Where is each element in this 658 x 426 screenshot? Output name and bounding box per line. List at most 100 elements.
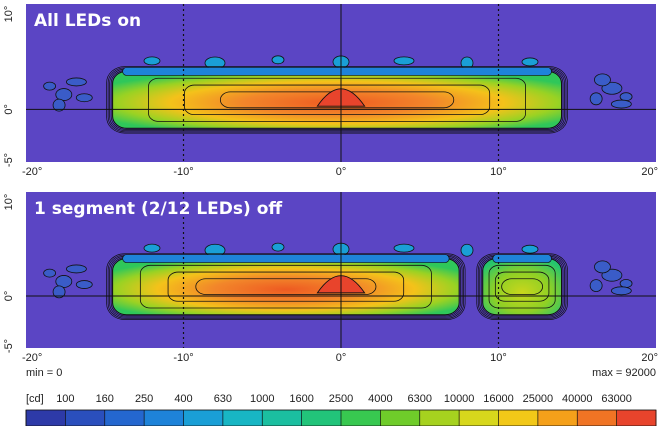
- inner-contour: [167, 271, 405, 302]
- colorbar-level-label: 6300: [408, 393, 432, 405]
- heatmap-panel-all-leds-on: All LEDs on -20° -10° 0° 10° 20° 10° 0° -5°: [3, 4, 658, 178]
- colorbar-segment: [222, 410, 263, 426]
- inner-contour: [494, 271, 550, 302]
- low-level-speckle: [589, 92, 603, 106]
- colorbar-level-label: 25000: [523, 393, 554, 405]
- colorbar-level-label: 1600: [289, 393, 313, 405]
- low-level-speckle: [66, 264, 87, 274]
- low-level-speckle: [75, 93, 93, 103]
- upper-edge-band: [122, 67, 552, 76]
- x-tick-label: 10°: [490, 166, 507, 178]
- x-tick-label: 20°: [641, 352, 658, 364]
- low-level-speckle: [55, 275, 73, 288]
- colorbar-segment: [380, 410, 421, 426]
- inner-contour: [195, 278, 377, 295]
- colorbar-level-label: 630: [214, 393, 232, 405]
- colorbar-segment: [26, 410, 66, 426]
- colorbar-segment: [419, 410, 460, 426]
- colorbar-min-label: min = 0: [26, 367, 62, 379]
- low-level-speckle: [66, 77, 87, 87]
- low-level-speckle: [52, 98, 66, 112]
- intensity-blob: [482, 258, 562, 316]
- low-level-speckle: [594, 260, 611, 274]
- colorbar-level-label: 100: [56, 393, 74, 405]
- low-level-speckle: [610, 286, 632, 296]
- low-level-speckle: [594, 73, 611, 87]
- low-level-speckle: [271, 242, 285, 252]
- low-level-speckle: [619, 92, 633, 102]
- colorbar-segment: [459, 410, 499, 426]
- colorbar-segment: [498, 410, 539, 426]
- colorbar-level-label: 63000: [601, 393, 632, 405]
- colorbar-level-label: 16000: [483, 393, 514, 405]
- panel-title: All LEDs on: [34, 11, 141, 31]
- contour-ring: [106, 253, 466, 320]
- low-level-speckle: [589, 279, 603, 293]
- colorbar-segment: [144, 410, 184, 426]
- x-tick-label: 0°: [336, 352, 347, 364]
- x-tick-label: -20°: [22, 166, 42, 178]
- low-level-speckle: [75, 280, 93, 289]
- y-tick-label: -5°: [3, 153, 15, 167]
- y-tick-label: 10°: [3, 6, 15, 23]
- low-level-speckle: [610, 99, 632, 109]
- y-tick-label: 0°: [3, 104, 15, 115]
- colorbar-level-label: 250: [135, 393, 153, 405]
- colorbar-max-label: max = 92000: [592, 367, 656, 379]
- y-tick-label: 10°: [3, 194, 15, 211]
- colorbar: min = 0 max = 92000 [cd] 100 160 250 400 630 100…: [25, 367, 657, 426]
- x-tick-label: -10°: [173, 166, 193, 178]
- colorbar-level-label: 1000: [250, 393, 274, 405]
- inner-contour: [139, 264, 432, 309]
- upper-edge-band: [492, 254, 552, 263]
- upper-edge-band: [122, 254, 450, 263]
- x-tick-label: -10°: [173, 352, 193, 364]
- low-level-speckle: [460, 243, 474, 257]
- colorbar-level-label: 40000: [562, 393, 593, 405]
- x-tick-label: 10°: [490, 352, 507, 364]
- colorbar-segment: [341, 410, 381, 426]
- colorbar-segment: [65, 410, 106, 426]
- colorbar-segment: [537, 410, 578, 426]
- colorbar-segment: [104, 410, 145, 426]
- contour-ring: [106, 66, 568, 134]
- low-level-speckle: [143, 243, 161, 253]
- colorbar-level-label: 4000: [368, 393, 392, 405]
- low-level-speckle: [393, 56, 415, 66]
- colorbar-segment: [301, 410, 342, 426]
- inner-contour: [148, 77, 526, 122]
- colorbar-unit: [cd]: [26, 393, 44, 405]
- colorbar-segment: [262, 410, 303, 426]
- colorbar-segment: [577, 410, 618, 426]
- low-level-speckle: [43, 81, 57, 91]
- contour-ring: [476, 253, 568, 320]
- x-tick-label: -20°: [22, 352, 42, 364]
- inner-contour: [501, 278, 543, 295]
- low-level-speckle: [521, 57, 539, 67]
- low-level-speckle: [393, 243, 415, 253]
- inner-contour: [488, 264, 556, 309]
- colorbar-segment: [616, 410, 657, 426]
- colorbar-level-label: 400: [174, 393, 192, 405]
- x-tick-label: 20°: [641, 166, 658, 178]
- y-tick-label: -5°: [3, 339, 15, 353]
- y-tick-label: 0°: [3, 291, 15, 302]
- intensity-blob: [112, 258, 460, 316]
- low-level-speckle: [43, 268, 57, 278]
- low-level-speckle: [521, 244, 539, 254]
- low-level-speckle: [55, 88, 73, 101]
- colorbar-level-label: 160: [96, 393, 114, 405]
- heatmap-panel-one-segment-off: 1 segment (2/12 LEDs) off -20° -10° 0° 10° 20…: [3, 192, 658, 364]
- low-level-speckle: [271, 55, 285, 65]
- colorbar-level-label: 2500: [329, 393, 353, 405]
- colorbar-frame: [25, 409, 657, 426]
- low-level-speckle: [143, 56, 161, 66]
- low-level-speckle: [52, 285, 66, 299]
- colorbar-level-label: 10000: [444, 393, 475, 405]
- x-tick-label: 0°: [336, 166, 347, 178]
- low-level-speckle: [619, 279, 633, 288]
- inner-contour: [184, 84, 491, 116]
- panel-title: 1 segment (2/12 LEDs) off: [34, 199, 282, 219]
- colorbar-segment: [183, 410, 224, 426]
